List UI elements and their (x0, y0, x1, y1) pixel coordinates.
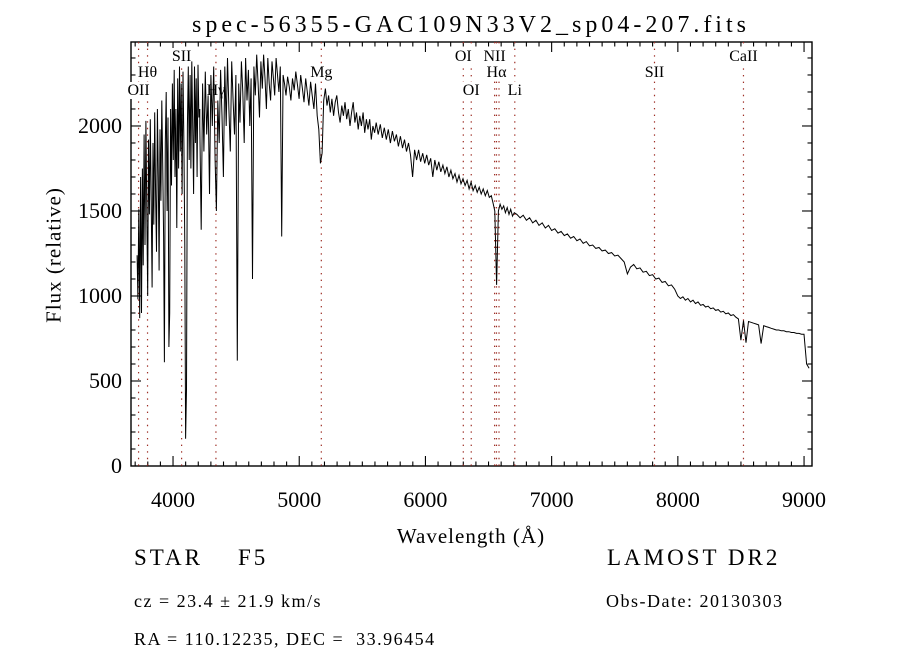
x-tick-label: 5000 (277, 487, 321, 512)
plot-title: spec-56355-GAC109N33V2_sp04-207.fits (192, 12, 750, 38)
spectral-line-label: OI (453, 48, 473, 65)
x-tick-label: 9000 (782, 487, 826, 512)
spectral-line-label: SII (643, 64, 666, 81)
y-tick-label: 1000 (78, 283, 122, 308)
spectral-line-label: CaII (728, 48, 759, 65)
y-tick-label: 0 (111, 453, 122, 478)
spectral-line-label: Hθ (136, 64, 159, 81)
spectral-line-label: NII (482, 48, 507, 65)
x-tick-label: 4000 (151, 487, 195, 512)
spectral-line-label: SII (170, 48, 193, 65)
survey-text: LAMOST DR2 (607, 545, 781, 570)
spectral-line-label: Hγ (205, 82, 227, 99)
spectral-line-label: Hα (485, 64, 508, 81)
x-tick-label: 6000 (403, 487, 447, 512)
coords-text: RA = 110.12235, DEC = 33.96454 (134, 629, 436, 649)
x-tick-label: 8000 (656, 487, 700, 512)
obsdate-text: Obs-Date: 20130303 (606, 591, 784, 611)
spectral-line-label: Mg (309, 64, 334, 81)
spectral-line-label: OI (461, 82, 481, 99)
y-tick-label: 1500 (78, 198, 122, 223)
y-tick-label: 2000 (78, 113, 122, 138)
cz-text: cz = 23.4 ± 21.9 km/s (134, 591, 323, 611)
spectral-line-label: Li (506, 82, 523, 99)
x-tick-label: 7000 (530, 487, 574, 512)
classification-text: STAR F5 (134, 545, 269, 570)
y-tick-label: 500 (89, 368, 122, 393)
spectral-line-label: OII (126, 82, 151, 99)
x-axis-label: Wavelength (Å) (396, 524, 546, 548)
